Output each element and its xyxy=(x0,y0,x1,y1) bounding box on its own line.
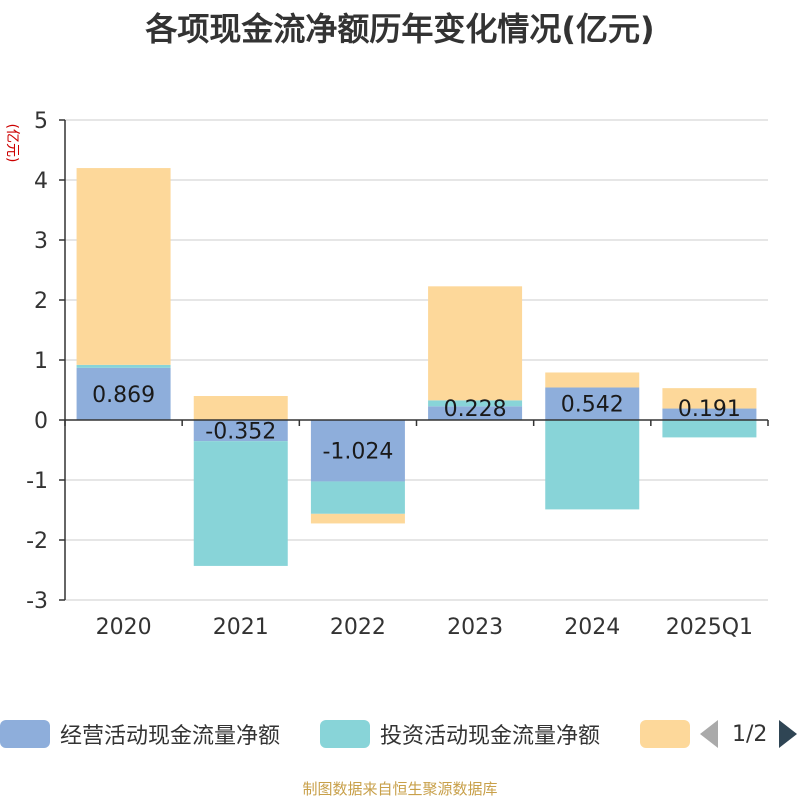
legend-prev-arrow-icon[interactable] xyxy=(700,720,718,748)
x-tick-label: 2020 xyxy=(96,615,152,640)
bar-2023-series-0 xyxy=(428,406,523,420)
bar-2022-series-0 xyxy=(310,420,405,482)
x-tick-label: 2025Q1 xyxy=(666,615,753,640)
y-tick-label: -2 xyxy=(26,529,48,554)
bar-2023-series-1 xyxy=(428,400,523,407)
bar-2022-series-2 xyxy=(310,513,405,524)
legend-page-indicator: 1/2 xyxy=(732,721,768,747)
y-tick-label: 0 xyxy=(34,409,48,434)
bar-2022-series-1 xyxy=(310,481,405,514)
bar-2024-series-0 xyxy=(545,387,640,420)
data-label-2022: -1.024 xyxy=(322,440,393,465)
legend-item-investing[interactable]: 投资活动现金流量净额 xyxy=(320,716,600,752)
y-tick-label: 4 xyxy=(34,169,48,194)
legend-swatch-financing xyxy=(640,720,690,748)
legend-label-operating: 经营活动现金流量净额 xyxy=(60,724,281,749)
bar-2025Q1-series-0 xyxy=(662,408,757,420)
chart-title: 各项现金流净额历年变化情况(亿元) xyxy=(145,10,655,48)
y-tick-label: 5 xyxy=(34,109,48,134)
x-tick-label: 2024 xyxy=(564,615,620,640)
x-tick-label: 2021 xyxy=(213,615,269,640)
legend-swatch-operating xyxy=(0,720,50,748)
bar-2021-series-2 xyxy=(193,396,288,420)
legend-label-investing: 投资活动现金流量净额 xyxy=(380,724,601,749)
y-tick-label: -3 xyxy=(26,589,48,614)
bar-2025Q1-series-2 xyxy=(662,388,757,409)
bar-2021-series-1 xyxy=(193,441,288,566)
source-note: 制图数据来自恒生聚源数据库 xyxy=(302,780,498,798)
data-label-2024: 0.542 xyxy=(561,393,624,418)
bar-2020-series-0 xyxy=(76,367,171,420)
bar-2024-series-1 xyxy=(545,420,640,510)
legend-item-financing[interactable] xyxy=(640,716,700,752)
bar-2025Q1-series-1 xyxy=(662,420,757,438)
legend-pager: 1/2 xyxy=(700,716,798,752)
y-tick-label: -1 xyxy=(26,469,48,494)
bar-2020-series-2 xyxy=(76,168,171,365)
data-label-2025Q1: 0.191 xyxy=(678,397,741,422)
legend-next-arrow-icon[interactable] xyxy=(779,720,798,748)
data-label-2021: -0.352 xyxy=(205,420,276,445)
bar-2021-series-0 xyxy=(193,420,288,442)
data-label-2020: 0.869 xyxy=(92,383,155,408)
data-label-2023: 0.228 xyxy=(444,397,507,422)
x-tick-label: 2022 xyxy=(330,615,386,640)
y-tick-label: 2 xyxy=(34,289,48,314)
bar-2023-series-2 xyxy=(428,286,523,401)
y-tick-label: 1 xyxy=(34,349,48,374)
y-axis-title: (亿元) xyxy=(4,124,20,163)
legend-item-operating[interactable]: 经营活动现金流量净额 xyxy=(0,716,280,752)
y-tick-label: 3 xyxy=(34,229,48,254)
x-tick-label: 2023 xyxy=(447,615,503,640)
bar-2020-series-1 xyxy=(76,364,171,368)
bar-2024-series-2 xyxy=(545,372,640,388)
legend-swatch-investing xyxy=(320,720,370,748)
